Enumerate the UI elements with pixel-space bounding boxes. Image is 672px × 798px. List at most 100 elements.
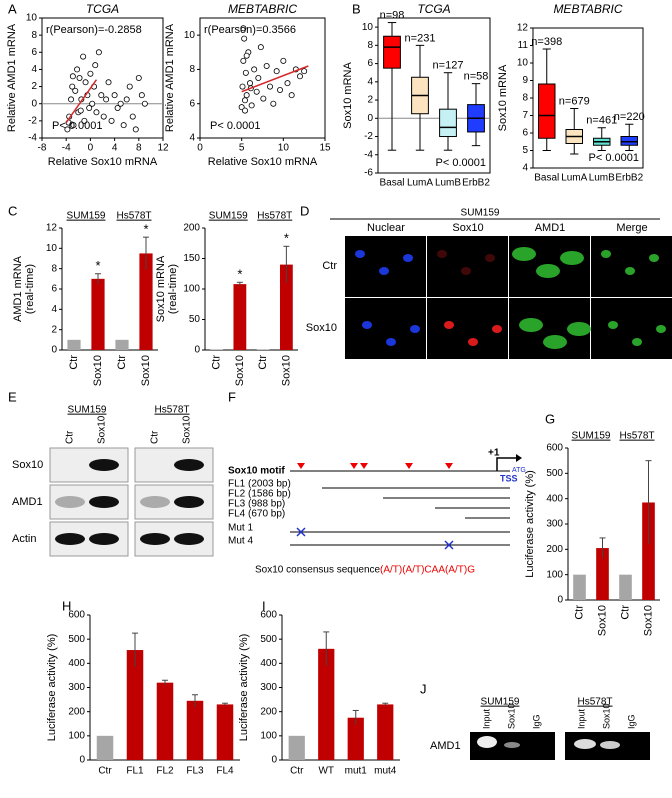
- y-tick-label: 4: [51, 304, 57, 315]
- significance: *: [284, 231, 289, 246]
- lane-label: Sox10: [97, 415, 108, 444]
- band: [140, 533, 170, 545]
- lane-label: IgG: [531, 714, 541, 729]
- plot-frame: [41, 17, 164, 139]
- band: [89, 459, 119, 471]
- group-label: Hs578T: [116, 211, 151, 222]
- annotation: P< 0.0001: [52, 120, 102, 132]
- point: [243, 52, 250, 59]
- bar: [216, 704, 234, 760]
- point: [240, 57, 247, 64]
- consensus: (A/T)(A/T)CAA(A/T)G: [380, 565, 475, 576]
- column-label: Merge: [616, 222, 647, 234]
- bar: [596, 548, 609, 600]
- annotation: P< 0.0001: [436, 157, 486, 169]
- bar: [126, 650, 144, 760]
- lane-label: Ctr: [150, 430, 161, 444]
- n-label: n=98: [380, 9, 405, 21]
- lane-label: Input: [481, 708, 491, 729]
- point: [138, 92, 145, 99]
- y-tick-label: 300: [68, 682, 85, 693]
- point: [72, 87, 79, 94]
- point: [253, 88, 260, 95]
- significance: *: [237, 267, 242, 282]
- y-tick-label: 150: [183, 253, 200, 264]
- y-tick-label: 400: [68, 658, 85, 669]
- point: [70, 122, 77, 129]
- cell: [512, 247, 536, 261]
- y-tick-label: 500: [68, 634, 85, 645]
- x-tick-label: WT: [318, 766, 334, 777]
- band: [174, 496, 204, 508]
- construct-label: FL3 (988 bp): [228, 499, 285, 510]
- bar: [279, 264, 293, 350]
- point: [69, 73, 76, 80]
- y-tick-label: 4: [367, 76, 373, 87]
- y-tick-label: 400: [546, 493, 563, 504]
- x-tick-label: 15: [319, 143, 331, 154]
- y-tick-label: 5: [522, 145, 528, 156]
- x-tick-label: Ctr: [98, 766, 112, 777]
- y-tick-label: 7: [522, 110, 528, 121]
- box: [620, 136, 638, 146]
- point: [246, 80, 253, 87]
- n-label: n=461: [586, 115, 617, 127]
- construct-label: FL2 (1586 bp): [228, 489, 291, 500]
- x-tick-label: 10: [278, 143, 290, 154]
- bar: [186, 700, 204, 760]
- panel-label: E: [8, 389, 17, 404]
- construct-label: FL1 (2003 bp): [228, 479, 291, 490]
- n-label: n=220: [614, 111, 645, 123]
- y-tick-label: 50: [189, 314, 201, 325]
- y-axis-label: Luciferase activity (%): [524, 470, 536, 578]
- y-tick-label: 600: [260, 610, 277, 621]
- y-tick-label: 8: [51, 263, 57, 274]
- row-label: Sox10: [306, 322, 337, 334]
- y-tick-label: -4: [364, 149, 373, 160]
- point: [273, 68, 280, 75]
- micrograph: [591, 236, 672, 297]
- x-tick-label: Basal: [379, 178, 404, 189]
- point: [132, 126, 139, 133]
- y-tick-label: 500: [260, 634, 277, 645]
- point: [141, 100, 148, 107]
- cell: [601, 250, 611, 258]
- row-label: Actin: [12, 533, 36, 545]
- cell: [403, 254, 413, 262]
- point: [263, 63, 270, 70]
- x-tick-label: Ctr: [290, 766, 304, 777]
- y-tick-label: -4: [28, 133, 37, 144]
- row-label: AMD1: [12, 496, 43, 508]
- band: [55, 496, 85, 508]
- consensus-label: Sox10 consensus sequence:: [255, 565, 383, 576]
- cell: [560, 251, 584, 265]
- point: [284, 80, 291, 87]
- band: [174, 459, 204, 471]
- mutation-marks: [296, 527, 454, 550]
- group-label: Hs578T: [619, 431, 654, 442]
- x-tick-label: Sox10: [140, 355, 152, 386]
- column-label: Sox10: [452, 222, 483, 234]
- group-label: SUM159: [67, 211, 106, 222]
- y-tick-label: 6: [522, 128, 528, 139]
- point: [114, 105, 121, 112]
- cell: [492, 325, 502, 333]
- y-tick-label: 0: [194, 345, 200, 356]
- point: [92, 62, 99, 69]
- x-tick-label: LumA: [561, 173, 587, 184]
- point: [257, 44, 264, 51]
- cell: [386, 338, 396, 346]
- bar: [642, 502, 655, 600]
- cell: [543, 335, 567, 349]
- trend-line: [65, 79, 98, 124]
- y-tick-label: 12: [517, 23, 529, 34]
- cell: [656, 325, 666, 333]
- point: [68, 96, 75, 103]
- x-tick-label: Sox10: [234, 355, 246, 386]
- point: [266, 83, 273, 90]
- lane-label: Input: [576, 708, 586, 729]
- point: [280, 57, 287, 64]
- point: [117, 100, 124, 107]
- chart-title: MEBTABRIC: [228, 2, 297, 16]
